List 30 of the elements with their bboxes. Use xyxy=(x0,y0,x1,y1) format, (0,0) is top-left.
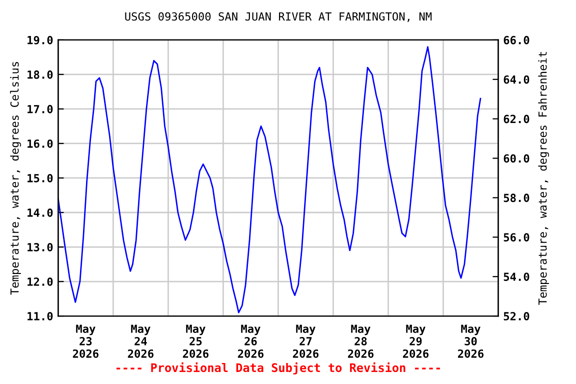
line-series xyxy=(58,46,482,314)
y-tick-label: 15.0 xyxy=(28,174,53,182)
y-tick-label: 16.0 xyxy=(28,139,53,148)
x-tick-label: May 27 2026 xyxy=(292,324,318,358)
chart-title: USGS 09365000 SAN JUAN RIVER AT FARMINGTON, NM xyxy=(125,12,432,22)
y-tick-label: 19.0 xyxy=(28,36,53,44)
y-tick-label: 11.0 xyxy=(28,312,53,320)
x-tick-label: May 25 2026 xyxy=(182,324,208,358)
text: ---- Provisional Data Subject to Revision ---- xyxy=(116,362,440,374)
y-tick-label: 14.0 xyxy=(28,208,53,217)
y2-tick-label: 54.0 xyxy=(504,272,530,281)
y2-tick-label: 66.0 xyxy=(504,36,530,44)
x-tick-label: May 23 2026 xyxy=(72,324,98,358)
y-tick-label: 13.0 xyxy=(28,242,53,252)
y2-tick-label: 56.0 xyxy=(504,233,530,242)
y2-tick-label: 52.0 xyxy=(504,312,530,320)
x-tick-label: May 29 2026 xyxy=(402,324,429,358)
y2-tick-label: 60.0 xyxy=(504,154,530,163)
y-axis-title: Temperature, water, degrees Celsius xyxy=(10,62,21,295)
y2-tick-label: 62.0 xyxy=(504,114,530,124)
y-tick-label: 12.0 xyxy=(28,277,53,286)
x-tick-label: May 30 2026 xyxy=(458,324,484,358)
y-tick-label: 17.0 xyxy=(28,104,53,114)
y2-axis-title: Temperature, water, degrees Fahrenheit xyxy=(538,52,550,305)
x-tick-label: May 28 2026 xyxy=(348,324,374,358)
y2-tick-label: 64.0 xyxy=(504,75,530,84)
x-tick-label: May 26 2026 xyxy=(238,324,264,358)
y-tick-label: 18.0 xyxy=(28,70,53,79)
x-tick-label: May 24 2026 xyxy=(128,324,154,358)
y2-tick-label: 58.0 xyxy=(504,194,530,202)
